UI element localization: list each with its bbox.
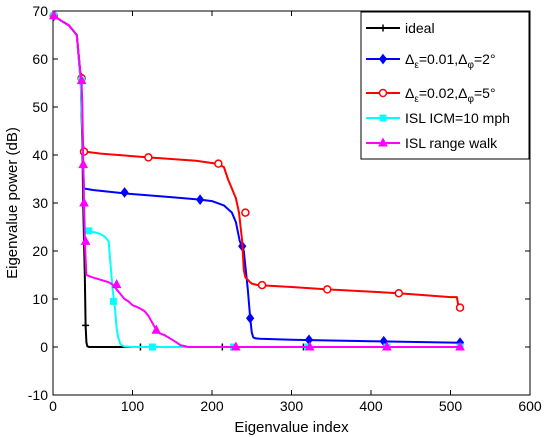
legend-marker-isl-range-walk <box>378 137 388 147</box>
legend-delta-symbol: Δ <box>458 51 467 67</box>
legend-markers <box>366 24 400 147</box>
y-axis-ticks: -10 0 10 20 30 40 50 60 70 <box>28 3 530 403</box>
y-tick-label: 50 <box>32 99 48 115</box>
legend-epsilon-subscript: ε <box>414 60 419 71</box>
legend-delta-symbol: Δ <box>405 85 414 101</box>
data-point-isl-range-walk <box>382 341 392 351</box>
legend-marker-ideal <box>379 24 387 32</box>
x-tick-label: 100 <box>121 398 145 414</box>
data-point-isl-range-walk <box>151 324 162 334</box>
data-point-isl-icm <box>109 297 117 305</box>
data-point-delta-001 <box>120 187 129 198</box>
y-axis-label: Eigenvalue power (dB) <box>4 127 21 279</box>
legend: ideal Δε=0.01,Δφ=2° Δε=0.02,Δφ=5° ISL IC… <box>360 11 530 160</box>
data-point-delta-001 <box>246 312 255 324</box>
data-point-isl-range-walk <box>76 75 87 85</box>
x-tick-label: 600 <box>518 398 542 414</box>
data-point-isl-range-walk <box>111 279 122 289</box>
y-tick-label: -10 <box>28 387 48 403</box>
legend-label-isl-range-walk: ISL range walk <box>405 135 498 151</box>
data-point-isl-range-walk <box>48 10 59 20</box>
y-tick-label: 40 <box>32 147 48 163</box>
data-point-delta-002 <box>394 288 404 298</box>
data-point-isl-range-walk <box>80 235 91 245</box>
data-point-isl-range-walk <box>455 341 465 351</box>
x-axis-label: Eigenvalue index <box>234 419 349 436</box>
y-tick-label: 70 <box>32 3 48 19</box>
legend-box <box>360 11 530 160</box>
legend-label-isl-icm: ISL ICM=10 mph <box>405 110 510 126</box>
legend-delta-symbol: Δ <box>458 85 467 101</box>
legend-phi-value: =5° <box>474 85 496 101</box>
legend-label-delta-002: Δε=0.02,Δφ=5° <box>405 85 496 105</box>
data-point-delta-002 <box>257 280 267 290</box>
x-tick-label: 400 <box>359 398 383 414</box>
x-tick-label: 200 <box>200 398 224 414</box>
legend-epsilon-value: =0.01, <box>419 51 458 67</box>
legend-epsilon-value: =0.02, <box>419 85 458 101</box>
legend-marker-isl-icm <box>379 114 387 122</box>
legend-phi-subscript: φ <box>468 60 475 71</box>
y-tick-label: 10 <box>32 291 48 307</box>
data-point-isl-icm <box>148 343 156 351</box>
x-tick-label: 300 <box>280 398 304 414</box>
legend-marker-delta-002 <box>378 88 388 98</box>
data-point-isl-icm <box>85 227 93 235</box>
series-layer <box>48 10 465 351</box>
series-line-isl-range-walk <box>53 14 460 348</box>
data-point-isl-range-walk <box>78 159 89 169</box>
y-tick-label: 30 <box>32 195 48 211</box>
legend-delta-symbol: Δ <box>405 51 414 67</box>
legend-phi-subscript: φ <box>468 94 475 105</box>
legend-epsilon-subscript: ε <box>414 94 419 105</box>
data-point-isl-range-walk <box>79 197 89 207</box>
y-tick-label: 60 <box>32 51 48 67</box>
legend-phi-value: =2° <box>474 51 496 67</box>
data-point-delta-002 <box>214 159 223 168</box>
data-point-delta-002 <box>241 208 250 217</box>
x-tick-label: 0 <box>49 398 57 414</box>
y-tick-label: 0 <box>40 339 48 355</box>
y-tick-label: 20 <box>32 243 48 259</box>
legend-marker-delta-001 <box>378 53 388 65</box>
data-point-isl-range-walk <box>231 341 241 351</box>
x-tick-label: 500 <box>439 398 463 414</box>
series-isl-range-walk <box>48 10 465 351</box>
legend-label-ideal: ideal <box>405 20 435 36</box>
data-point-delta-001 <box>195 194 205 205</box>
data-point-ideal <box>82 321 90 329</box>
data-point-isl-range-walk <box>304 341 315 351</box>
data-point-delta-002 <box>144 153 153 162</box>
data-point-delta-002 <box>323 285 332 294</box>
data-point-delta-002 <box>455 303 465 312</box>
legend-label-delta-001: Δε=0.01,Δφ=2° <box>405 51 496 71</box>
